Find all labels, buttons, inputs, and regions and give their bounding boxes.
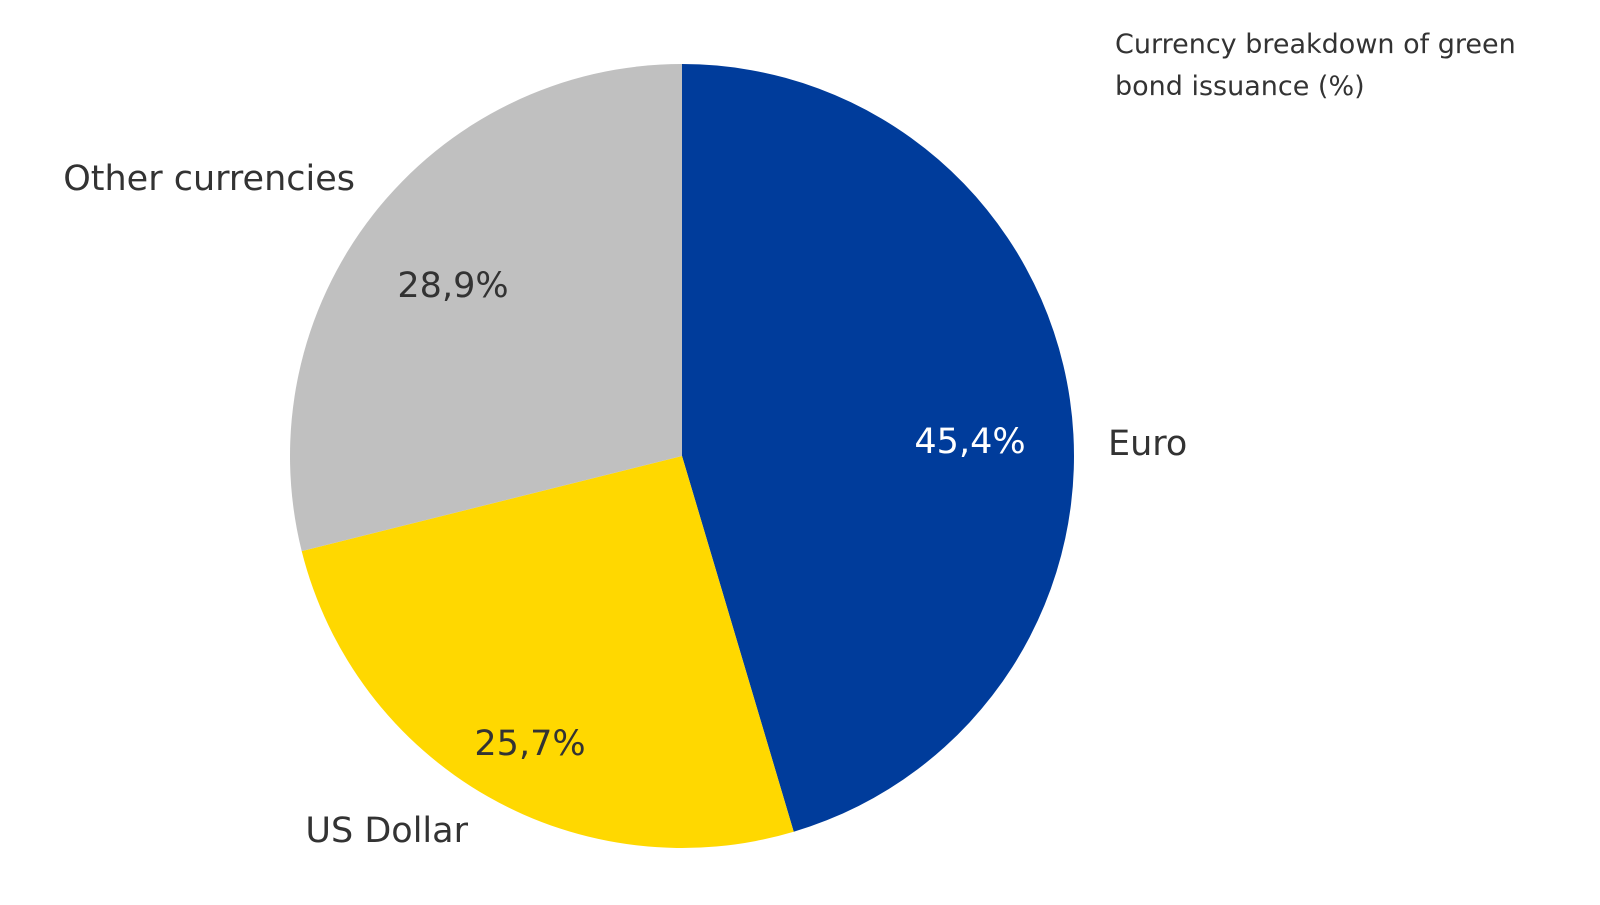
pie-slice: [290, 64, 682, 552]
pie-slice: [682, 64, 1074, 832]
category-label: Euro: [1108, 424, 1187, 464]
value-label: 25,7%: [474, 724, 585, 764]
value-label: 28,9%: [397, 266, 508, 306]
chart-title: Currency breakdown of green bond issuanc…: [1115, 29, 1516, 102]
category-label: Other currencies: [63, 159, 355, 199]
pie-slice: [301, 456, 794, 848]
category-label: US Dollar: [305, 811, 468, 851]
value-label: 45,4%: [914, 422, 1025, 462]
